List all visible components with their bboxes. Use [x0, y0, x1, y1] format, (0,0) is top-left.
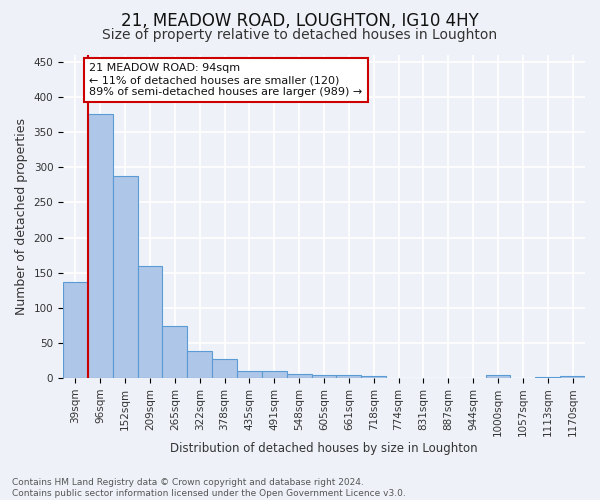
- Bar: [163, 326, 187, 378]
- Bar: [262, 371, 287, 378]
- Text: 21 MEADOW ROAD: 94sqm
← 11% of detached houses are smaller (120)
89% of semi-det: 21 MEADOW ROAD: 94sqm ← 11% of detached …: [89, 64, 362, 96]
- Bar: [88, 114, 113, 378]
- Bar: [187, 352, 212, 378]
- Bar: [212, 359, 237, 378]
- Bar: [535, 376, 560, 378]
- Text: Size of property relative to detached houses in Loughton: Size of property relative to detached ho…: [103, 28, 497, 42]
- Text: Contains HM Land Registry data © Crown copyright and database right 2024.
Contai: Contains HM Land Registry data © Crown c…: [12, 478, 406, 498]
- Bar: [287, 374, 311, 378]
- Bar: [485, 375, 511, 378]
- X-axis label: Distribution of detached houses by size in Loughton: Distribution of detached houses by size …: [170, 442, 478, 455]
- Bar: [137, 266, 163, 378]
- Bar: [311, 375, 337, 378]
- Bar: [361, 376, 386, 378]
- Bar: [560, 376, 585, 378]
- Text: 21, MEADOW ROAD, LOUGHTON, IG10 4HY: 21, MEADOW ROAD, LOUGHTON, IG10 4HY: [121, 12, 479, 30]
- Bar: [63, 282, 88, 378]
- Y-axis label: Number of detached properties: Number of detached properties: [15, 118, 28, 315]
- Bar: [113, 176, 137, 378]
- Bar: [237, 371, 262, 378]
- Bar: [337, 375, 361, 378]
